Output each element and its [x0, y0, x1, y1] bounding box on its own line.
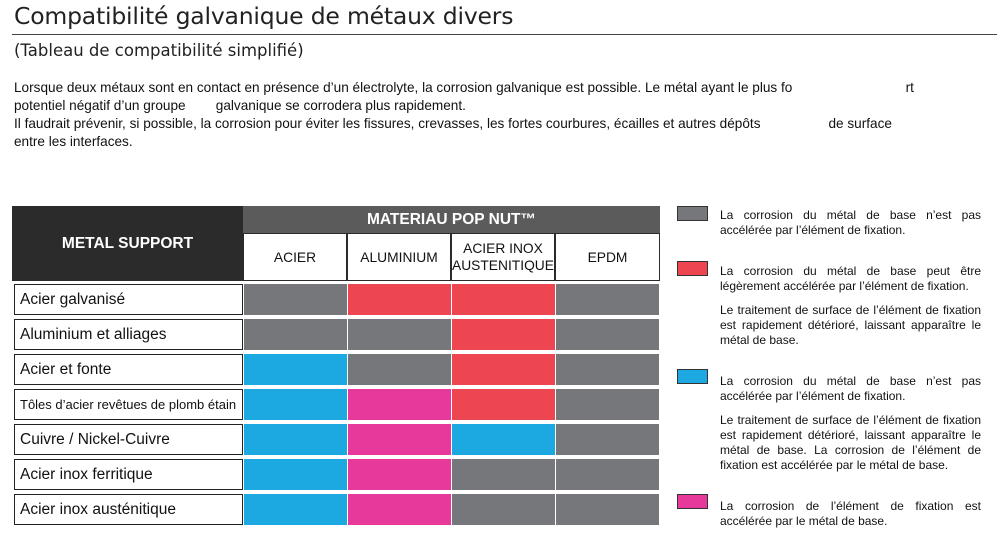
compatibility-cell-red: [452, 389, 555, 420]
compatibility-cell-grey: [556, 494, 659, 525]
compatibility-cell-magenta: [348, 389, 451, 420]
row-label: Acier inox austénitique: [14, 494, 243, 525]
compatibility-cell-red: [348, 284, 451, 315]
compatibility-cell-magenta: [348, 459, 451, 490]
compatibility-cell-red: [452, 354, 555, 385]
compatibility-cell-grey: [556, 424, 659, 455]
compatibility-cell-blue: [244, 389, 347, 420]
intro-line: potentiel négatif d’un groupe galvanique…: [14, 98, 466, 113]
compatibility-cell-red: [452, 319, 555, 350]
compatibility-cell-grey: [556, 284, 659, 315]
compatibility-cell-grey: [348, 319, 451, 350]
compatibility-cell-grey: [556, 354, 659, 385]
compatibility-cell-grey: [452, 459, 555, 490]
page-title: Compatibilité galvanique de métaux diver…: [14, 2, 514, 30]
compatibility-cell-grey: [556, 459, 659, 490]
legend-swatch-blue: [677, 369, 708, 384]
row-label: Tôles d’acier revêtues de plomb étain: [14, 389, 243, 420]
compatibility-cell-grey: [348, 354, 451, 385]
intro-paragraph: Lorsque deux métaux sont en contact en p…: [14, 79, 914, 151]
intro-line: Lorsque deux métaux sont en contact en p…: [14, 80, 914, 95]
legend-text: Le traitement de surface de l’élément de…: [720, 413, 981, 472]
compatibility-cell-blue: [244, 494, 347, 525]
row-header-metal-support: METAL SUPPORT: [12, 206, 243, 281]
row-label: Cuivre / Nickel-Cuivre: [14, 424, 243, 455]
legend-text: La corrosion du métal de base n’est pas …: [720, 374, 981, 403]
legend-text: La corrosion du métal de base peut être …: [720, 264, 981, 293]
title-divider: [12, 34, 997, 35]
row-label: Acier et fonte: [14, 354, 243, 385]
legend-swatch-magenta: [677, 494, 708, 509]
compatibility-cell-grey: [452, 494, 555, 525]
compatibility-cell-blue: [244, 459, 347, 490]
compatibility-cell-magenta: [348, 494, 451, 525]
intro-line: entre les interfaces.: [14, 134, 133, 149]
legend-text: Le traitement de surface de l’élément de…: [720, 303, 981, 347]
compatibility-cell-grey: [556, 319, 659, 350]
row-label: Acier inox ferritique: [14, 459, 243, 490]
compatibility-cell-blue: [452, 424, 555, 455]
legend-swatch-grey: [677, 206, 708, 221]
compatibility-cell-grey: [556, 389, 659, 420]
legend-text: La corrosion du métal de base n’est pas …: [720, 208, 981, 237]
compatibility-cell-blue: [244, 354, 347, 385]
page-subtitle: (Tableau de compatibilité simplifié): [14, 41, 304, 60]
column-header-acier: ACIER: [243, 233, 347, 281]
compatibility-cell-grey: [244, 319, 347, 350]
legend-swatch-red: [677, 261, 708, 276]
row-label: Acier galvanisé: [14, 284, 243, 315]
column-header-acier-inox-austenitique: ACIER INOX AUSTENITIQUE: [451, 233, 555, 281]
compatibility-cell-grey: [244, 284, 347, 315]
legend-text: La corrosion de l’élément de fixation es…: [720, 499, 981, 528]
compatibility-cell-red: [452, 284, 555, 315]
column-header-aluminium: ALUMINIUM: [347, 233, 451, 281]
intro-line: Il faudrait prévenir, si possible, la co…: [14, 116, 892, 131]
row-label: Aluminium et alliages: [14, 319, 243, 350]
column-header-epdm: EPDM: [555, 233, 660, 281]
compatibility-cell-magenta: [348, 424, 451, 455]
column-group-header: MATERIAU POP NUT™: [243, 206, 660, 233]
compatibility-cell-blue: [244, 424, 347, 455]
